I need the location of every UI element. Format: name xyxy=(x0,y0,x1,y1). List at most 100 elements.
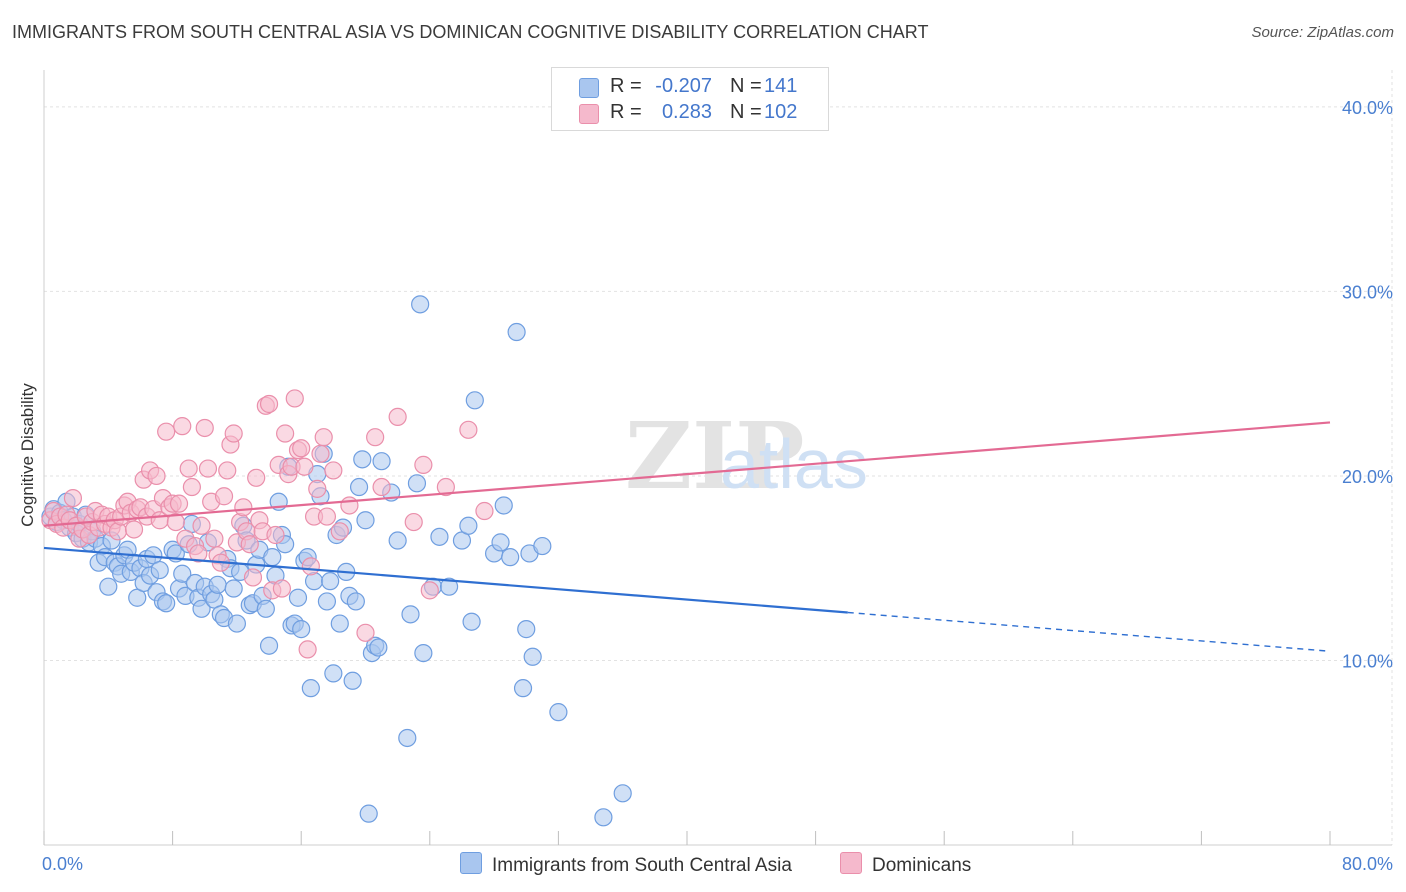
legend-swatch-blue xyxy=(579,78,599,98)
point-dominican xyxy=(198,459,218,478)
point-south-central-asia xyxy=(157,594,176,613)
point-south-central-asia xyxy=(346,592,365,611)
point-dominican xyxy=(166,512,185,532)
point-dominican xyxy=(63,488,83,508)
chart-title: IMMIGRANTS FROM SOUTH CENTRAL ASIA VS DO… xyxy=(12,22,929,42)
point-dominican xyxy=(266,525,285,545)
point-dominican xyxy=(214,487,234,506)
point-south-central-asia xyxy=(491,533,510,552)
point-south-central-asia xyxy=(501,548,520,567)
point-south-central-asia xyxy=(533,536,552,556)
trend-line-south-central-asia xyxy=(43,546,848,614)
point-dominican xyxy=(324,461,343,480)
watermark-atlas: atlas xyxy=(720,425,868,503)
legend-r-label: R = xyxy=(610,75,642,97)
point-dominican xyxy=(436,477,455,497)
point-south-central-asia xyxy=(388,531,407,550)
point-dominican xyxy=(195,418,214,438)
point-south-central-asia xyxy=(517,620,536,639)
legend-row-south-central-asia: R = -0.207 N = 141 xyxy=(552,75,828,101)
point-dominican xyxy=(340,496,359,515)
tick-labels: 10.0% 20.0% 30.0% 40.0% 0.0% 80.0% xyxy=(42,98,1393,874)
point-dominican xyxy=(124,520,144,539)
point-south-central-asia xyxy=(369,638,388,657)
bottom-legend-south-central-asia[interactable]: Immigrants from South Central Asia xyxy=(460,852,792,877)
point-dominican xyxy=(420,581,439,600)
trend-line-dominican xyxy=(43,421,1331,527)
y-axis-label: Cognitive Disability xyxy=(18,383,37,527)
point-dominican xyxy=(272,579,292,598)
point-south-central-asia xyxy=(494,496,513,515)
point-south-central-asia xyxy=(465,391,484,410)
point-south-central-asia xyxy=(256,599,275,618)
point-dominican xyxy=(295,457,314,476)
point-south-central-asia xyxy=(359,804,378,823)
point-dominican xyxy=(301,557,320,576)
point-south-central-asia xyxy=(173,564,192,583)
point-south-central-asia xyxy=(411,295,430,314)
point-south-central-asia xyxy=(349,477,369,497)
legend-r-value: -0.207 xyxy=(655,75,712,97)
point-dominican xyxy=(179,459,198,478)
bottom-legend-swatch-blue xyxy=(460,852,482,874)
point-south-central-asia xyxy=(414,643,433,663)
point-dominican xyxy=(147,466,166,486)
point-south-central-asia xyxy=(523,647,542,666)
point-south-central-asia xyxy=(259,636,279,655)
point-dominican xyxy=(459,420,478,439)
point-south-central-asia xyxy=(459,516,478,535)
point-dominican xyxy=(218,461,237,480)
point-dominican xyxy=(276,424,295,443)
bottom-legend-dominicans[interactable]: Dominicans xyxy=(840,852,971,877)
bottom-legend-swatch-pink xyxy=(840,852,862,874)
point-dominican xyxy=(308,479,327,498)
point-dominican xyxy=(243,568,263,587)
point-south-central-asia xyxy=(263,548,282,567)
point-south-central-asia xyxy=(324,664,343,683)
point-south-central-asia xyxy=(99,577,118,596)
point-south-central-asia xyxy=(317,592,337,611)
point-dominican xyxy=(247,468,266,487)
point-dominican xyxy=(330,522,349,541)
legend-n-label: N = xyxy=(730,75,762,97)
y-tick-label: 20.0% xyxy=(1342,467,1393,487)
x-tick-label: 80.0% xyxy=(1342,854,1393,874)
point-dominican xyxy=(404,512,423,532)
legend-row-dominicans: R = 0.283 N = 102 xyxy=(552,101,828,127)
bottom-legend-label: Dominicans xyxy=(872,855,972,876)
trend-lines xyxy=(43,421,1331,652)
point-south-central-asia xyxy=(288,588,308,607)
point-south-central-asia xyxy=(301,679,320,698)
point-south-central-asia xyxy=(343,671,362,690)
source-label: Source: ZipAtlas.com xyxy=(1251,24,1394,41)
point-south-central-asia xyxy=(462,612,481,631)
point-south-central-asia xyxy=(430,527,449,546)
point-south-central-asia xyxy=(407,474,427,493)
point-dominican xyxy=(234,498,253,517)
point-south-central-asia xyxy=(353,450,372,469)
point-dominican xyxy=(388,407,407,427)
point-south-central-asia xyxy=(292,620,311,639)
point-dominican xyxy=(372,477,391,497)
point-south-central-asia xyxy=(613,784,632,803)
point-dominican xyxy=(173,417,192,436)
point-south-central-asia xyxy=(513,679,533,698)
point-south-central-asia xyxy=(356,511,375,530)
watermark-zip: ZIP xyxy=(625,402,804,510)
y-tick-label: 30.0% xyxy=(1342,282,1393,302)
point-south-central-asia xyxy=(192,599,211,618)
point-dominican xyxy=(224,424,243,443)
bottom-legend-label: Immigrants from South Central Asia xyxy=(492,855,792,876)
point-dominican xyxy=(205,529,224,548)
point-south-central-asia xyxy=(227,614,246,633)
grid-lines xyxy=(44,70,1393,845)
legend-r-label: R = xyxy=(610,101,642,123)
point-dominican xyxy=(366,428,385,447)
point-south-central-asia xyxy=(208,575,227,594)
point-dominican xyxy=(157,422,176,441)
point-dominican xyxy=(192,516,211,535)
point-dominican xyxy=(189,544,208,563)
y-tick-label: 40.0% xyxy=(1342,98,1393,118)
point-south-central-asia xyxy=(439,577,459,596)
